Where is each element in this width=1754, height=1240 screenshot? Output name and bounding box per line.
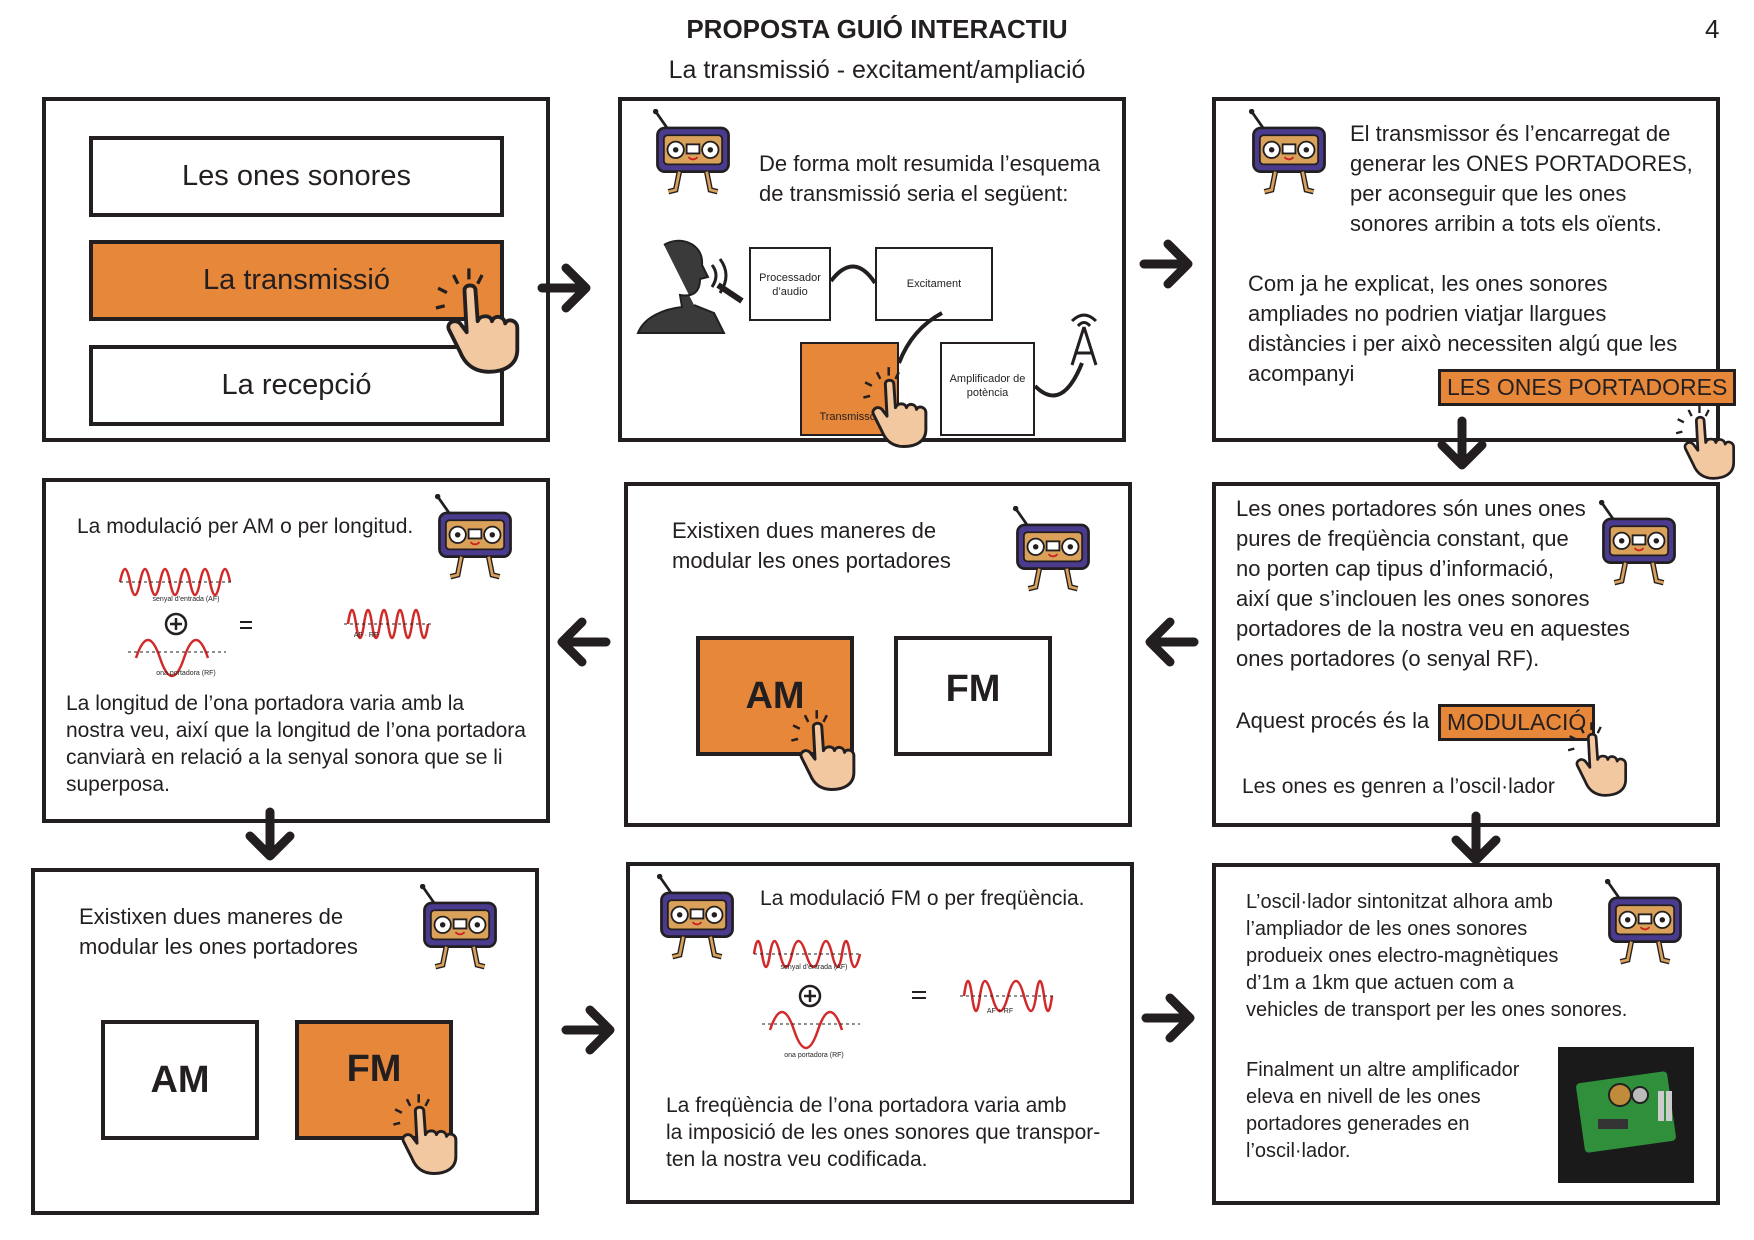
fm-title-text: La modulació FM o per freqüència. (760, 887, 1085, 910)
panel-oscillator: L’oscil·lador sintonitzat alhora amb l’a… (1212, 863, 1720, 1205)
pointing-hand-icon (431, 264, 531, 374)
exciter-box: Excitament (875, 247, 993, 321)
arrow-left-icon (1140, 612, 1200, 672)
am-output-caption: AF · RF (353, 632, 379, 639)
menu-button-transmissio[interactable]: La transmissió (89, 240, 504, 321)
circuit-board-icon (1576, 1071, 1676, 1153)
power-amplifier-box: Amplificador de potència (940, 342, 1035, 436)
connection-wires (829, 264, 1084, 398)
arrow-right-icon (1138, 234, 1198, 294)
pointing-hand-icon (1673, 401, 1743, 481)
pointing-hand-icon (860, 363, 936, 449)
page-number: 4 (1705, 14, 1720, 44)
fm-button[interactable]: FM (894, 636, 1052, 756)
speaker-person-icon (636, 239, 744, 334)
fm-waves-diagram (752, 939, 1056, 1050)
panel-choose-am: Existixen dues maneres de modular les on… (624, 482, 1132, 827)
arrow-left-icon (552, 612, 612, 672)
robot-radio-icon (1598, 500, 1680, 588)
arrow-down-icon (1446, 810, 1506, 870)
carrier-intro-text: Com ja he explicat, les ones sonores amp… (1248, 271, 1678, 386)
pointing-hand-icon (1565, 718, 1635, 798)
panel-fm-modulation: La modulació FM o per freqüència. senyal… (626, 862, 1134, 1204)
am-waves-diagram (118, 567, 432, 678)
am-button[interactable]: AM (696, 636, 854, 756)
arrow-right-icon (560, 1000, 620, 1060)
robot-radio-icon (656, 874, 738, 962)
panel-am-modulation: La modulació per AM o per longitud. seny… (42, 478, 550, 823)
antenna-icon (1070, 313, 1098, 366)
arrow-right-icon (536, 258, 596, 318)
modulation-process-text: Aquest procés és la (1236, 708, 1430, 733)
fm-input-caption: senyal d’entrada (AF) (780, 964, 848, 971)
oscillator-text: L’oscil·lador sintonitzat alhora amb l’a… (1246, 891, 1628, 1021)
arrow-down-icon (240, 806, 300, 866)
pointing-hand-icon (390, 1090, 466, 1176)
panel-carrier-waves: Les ones portadores són unes ones pures … (1212, 482, 1720, 827)
amplifier-text: Finalment un altre amplificador eleva en… (1246, 1059, 1520, 1162)
am-button[interactable]: AM (101, 1020, 259, 1140)
circuit-board-photo (1558, 1047, 1694, 1183)
pointing-hand-icon (788, 706, 864, 792)
menu-button-ones-sonores[interactable]: Les ones sonores (89, 136, 504, 217)
robot-radio-icon (1604, 879, 1686, 967)
am-input-caption: senyal d’entrada (AF) (152, 596, 220, 603)
audio-processor-box: Processador d’audio (749, 247, 831, 321)
am-title-text: La modulació per AM o per longitud. (77, 515, 414, 538)
page-subtitle: La transmissió - excitament/ampliació (668, 56, 1086, 84)
carrier-waves-button[interactable]: LES ONES PORTADORES (1438, 369, 1737, 406)
scheme-intro-text: De forma molt resumida l’esquema de tran… (759, 151, 1101, 206)
fm-carrier-caption: ona portadora (RF) (784, 1052, 844, 1059)
page-title: PROPOSTA GUIÓ INTERACTIU (686, 14, 1068, 44)
am-description-text: La longitud de l’ona portadora varia amb… (66, 692, 526, 796)
robot-radio-icon (1248, 109, 1330, 197)
menu-button-recepcio[interactable]: La recepció (89, 345, 504, 426)
modulation-ways-text: Existixen dues maneres de modular les on… (79, 904, 358, 959)
robot-radio-icon (1012, 506, 1094, 594)
transmitter-text: El transmissor és l’encarregat de genera… (1350, 121, 1693, 236)
fm-description-text: La freqüència de l’ona portadora varia a… (666, 1094, 1101, 1171)
oscillator-note-text: Les ones es genren a l’oscil·lador (1242, 775, 1555, 798)
carrier-description-text: Les ones portadores són unes ones pures … (1236, 496, 1630, 671)
fm-output-caption: AF + RF (986, 1008, 1014, 1015)
am-carrier-caption: ona portadora (RF) (156, 670, 216, 677)
panel-transmitter: El transmissor és l’encarregat de genera… (1212, 97, 1737, 442)
panel-choose-fm: Existixen dues maneres de modular les on… (31, 868, 539, 1215)
panel-menu: Les ones sonores La transmissió La recep… (42, 97, 550, 442)
fm-button[interactable]: FM (295, 1020, 453, 1140)
modulation-button[interactable]: MODULACIÓ (1438, 704, 1596, 741)
robot-radio-icon (434, 494, 516, 582)
panel-scheme: De forma molt resumida l’esquema de tran… (618, 97, 1126, 442)
arrow-down-icon (1432, 415, 1492, 475)
modulation-ways-text: Existixen dues maneres de modular les on… (672, 518, 951, 573)
robot-radio-icon (419, 884, 501, 972)
arrow-right-icon (1140, 988, 1200, 1048)
